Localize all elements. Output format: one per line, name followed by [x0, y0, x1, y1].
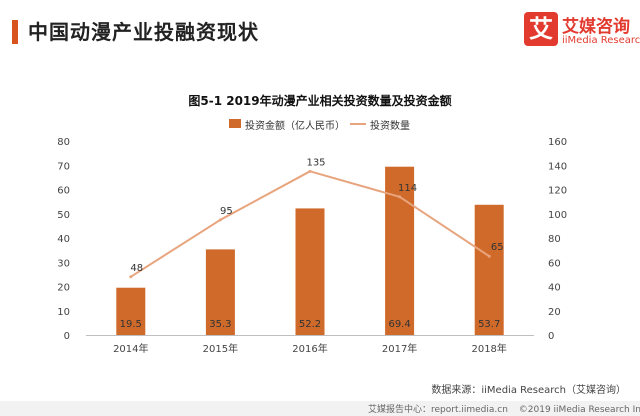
line-value-label: 48: [130, 263, 143, 274]
legend-bar-label: 投资金额（亿人民币）: [245, 121, 345, 132]
line-point: [129, 275, 133, 279]
x-tick-label: 2015年: [203, 342, 238, 355]
bar: [116, 287, 146, 335]
bar: [295, 208, 325, 335]
legend-line-swatch: [350, 123, 366, 125]
bar-value-label: 52.2: [299, 319, 321, 330]
logo-name-cn: 艾媒咨询: [562, 17, 630, 37]
y-right-tick-label: 60: [548, 258, 561, 269]
line-point: [487, 254, 491, 258]
y-right-tick-label: 100: [548, 210, 567, 221]
y-right-tick-label: 0: [548, 331, 554, 342]
x-tick-label: 2018年: [471, 342, 506, 355]
title-accent-bar: [12, 20, 18, 44]
y-left-tick-label: 30: [57, 258, 70, 269]
line-value-label: 114: [398, 183, 417, 194]
logo-mark-icon: [524, 12, 558, 46]
footer-text: 艾媒报告中心：report.iimedia.cn ©2019 iiMedia R…: [368, 402, 640, 415]
y-left-tick-label: 70: [57, 161, 70, 172]
logo-name-en: iiMedia Research: [562, 35, 640, 46]
source-note: 数据来源：iiMedia Research（艾媒咨询）: [431, 385, 626, 396]
y-left-tick-label: 0: [64, 331, 70, 342]
brand-logo: 艾 艾媒咨询 iiMedia Research: [524, 10, 640, 54]
page-title: 中国动漫产业投融资现状: [28, 20, 259, 44]
y-right-tick-label: 160: [548, 137, 567, 148]
footer-report-center: 艾媒报告中心：report.iimedia.cn: [368, 405, 508, 415]
bar-value-label: 35.3: [209, 319, 231, 330]
combo-chart: 0 10 20 30 40 50 60 70 80 0 20 40 60 80 100 120 140 160 19…: [57, 137, 567, 355]
y-left-tick-label: 10: [57, 307, 70, 318]
logo-mark-char: 艾: [529, 15, 553, 43]
bar: [205, 249, 235, 335]
bar-value-label: 69.4: [388, 319, 410, 330]
x-tick-label: 2014年: [113, 342, 148, 355]
bar-value-label: 53.7: [478, 319, 500, 330]
page-header: 中国动漫产业投融资现状: [0, 0, 640, 62]
legend-line-label: 投资数量: [370, 121, 410, 132]
line-point: [398, 195, 402, 199]
line-value-label: 95: [220, 206, 233, 217]
x-tick-label: 2017年: [382, 342, 417, 355]
y-left-tick-label: 50: [57, 210, 70, 221]
y-left-tick-label: 60: [57, 186, 70, 197]
line-value-label: 135: [306, 157, 325, 168]
line-value-label: 65: [491, 242, 504, 253]
y-left-tick-label: 20: [57, 283, 70, 294]
y-right-tick-label: 120: [548, 186, 567, 197]
y-left-tick-label: 40: [57, 234, 70, 245]
line-point: [308, 169, 312, 173]
legend-bar-swatch: [229, 119, 241, 128]
y-right-tick-label: 40: [548, 283, 561, 294]
bar-value-label: 19.5: [120, 319, 142, 330]
footer-copyright: ©2019 iiMedia Research Inc: [518, 405, 640, 415]
bar: [474, 204, 504, 335]
x-tick-label: 2016年: [292, 342, 327, 355]
line-point: [218, 218, 222, 222]
y-left-tick-label: 80: [57, 137, 70, 148]
y-right-tick-label: 20: [548, 307, 561, 318]
y-right-tick-label: 80: [548, 234, 561, 245]
y-right-tick-label: 140: [548, 161, 567, 172]
footer-bar: [0, 401, 640, 416]
chart-title: 图5-1 2019年动漫产业相关投资数量及投资金额: [188, 94, 452, 108]
